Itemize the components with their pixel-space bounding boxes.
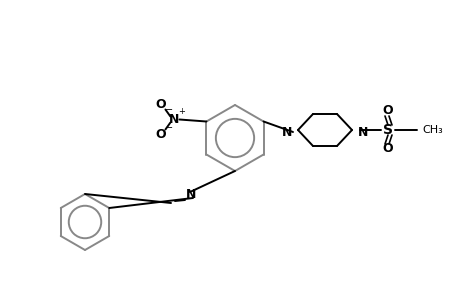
Text: −: −	[165, 106, 173, 116]
Text: +: +	[178, 107, 185, 116]
Text: S: S	[382, 123, 392, 137]
Text: −: −	[165, 124, 173, 134]
Text: N: N	[357, 125, 368, 139]
Text: N: N	[281, 125, 291, 139]
Text: N: N	[169, 113, 179, 126]
Text: O: O	[382, 104, 392, 118]
Text: N: N	[185, 188, 196, 202]
Text: CH₃: CH₃	[421, 125, 442, 135]
Text: O: O	[155, 128, 165, 141]
Text: O: O	[155, 98, 165, 111]
Text: O: O	[382, 142, 392, 155]
